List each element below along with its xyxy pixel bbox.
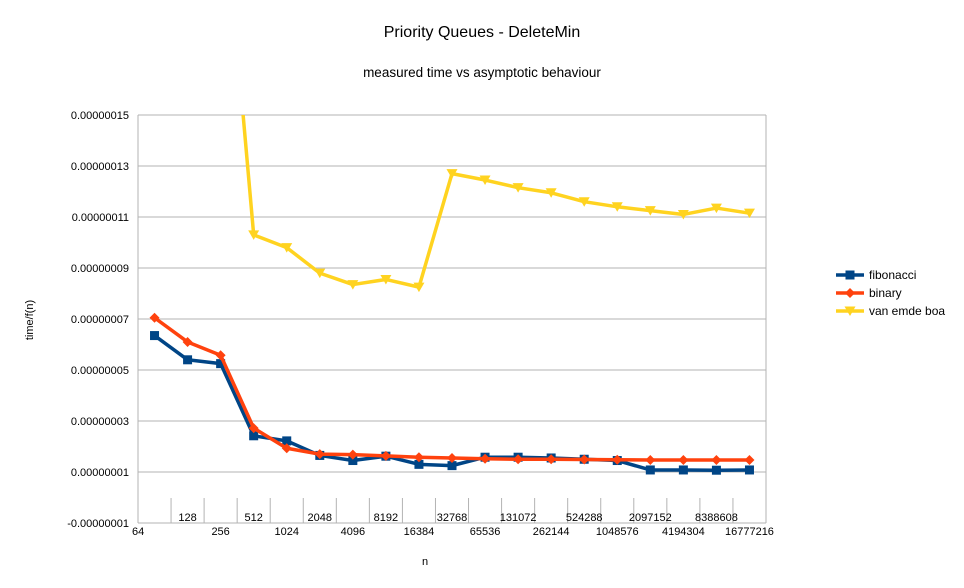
legend-swatch-marker	[845, 270, 855, 280]
series-line	[241, 115, 750, 289]
x-tick-label: 64	[132, 526, 144, 538]
legend-label: binary	[869, 286, 902, 300]
x-tick-label: 524288	[566, 512, 603, 524]
data-point	[348, 456, 358, 466]
data-point	[413, 282, 425, 293]
data-point	[248, 423, 259, 434]
y-tick-label: 0.00000011	[72, 212, 129, 224]
data-point	[710, 203, 722, 214]
legend: fibonacci binary van emde boa	[836, 268, 945, 318]
data-point	[414, 459, 424, 469]
series-layer	[149, 115, 755, 475]
data-point	[546, 454, 557, 465]
data-point	[446, 169, 458, 179]
x-tick-label: 512	[245, 512, 263, 524]
chart-title: Priority Queues - DeleteMin	[384, 24, 581, 41]
y-tick-label: -0.00000001	[67, 518, 129, 530]
gridlines	[137, 114, 767, 524]
x-tick-label: 262144	[533, 526, 570, 538]
x-axis-label: n	[422, 556, 428, 568]
y-tick-label: 0.00000007	[71, 314, 129, 326]
data-point	[314, 268, 326, 279]
y-tick-label: 0.00000001	[71, 467, 129, 479]
data-point	[249, 431, 259, 441]
y-tick-label: 0.00000015	[71, 110, 129, 122]
x-tick-label: 2097152	[629, 512, 672, 524]
data-point	[611, 202, 623, 212]
legend-label: van emde boa	[869, 304, 945, 318]
x-tick-label: 2048	[308, 512, 332, 524]
data-point	[413, 452, 424, 463]
data-point	[447, 452, 457, 463]
data-point	[644, 206, 656, 216]
data-point	[711, 465, 721, 475]
x-tick-label: 16777216	[725, 526, 774, 538]
data-point	[183, 355, 193, 365]
legend-swatch-marker	[844, 306, 856, 316]
x-tick-label: 65536	[470, 526, 501, 538]
x-tick-label: 16384	[404, 526, 435, 538]
x-tick-label: 131072	[500, 512, 537, 524]
legend-label: fibonacci	[869, 268, 916, 282]
data-point	[744, 455, 755, 466]
data-point	[512, 183, 524, 193]
series-binary	[149, 312, 755, 466]
data-point	[479, 175, 491, 186]
data-point	[380, 450, 391, 461]
series-van-emde-boa	[241, 115, 755, 293]
y-tick-label: 0.00000009	[71, 263, 129, 275]
data-point	[545, 188, 557, 198]
chart-subtitle: measured time vs asymptotic behaviour	[363, 65, 601, 80]
data-point	[743, 208, 755, 219]
legend-swatch-marker	[845, 288, 855, 298]
y-axis-label: time/f(n)	[24, 300, 36, 340]
y-axis-ticks: 0.00000015 0.00000013 0.00000011 0.00000009…	[67, 110, 129, 530]
data-point	[678, 455, 689, 466]
data-point	[513, 454, 524, 465]
data-point	[744, 465, 754, 475]
x-tick-label: 1024	[274, 526, 298, 538]
data-point	[282, 436, 292, 446]
legend-item: binary	[836, 286, 902, 300]
data-point	[711, 455, 722, 466]
y-tick-label: 0.00000003	[71, 416, 129, 428]
data-point	[678, 465, 688, 475]
data-point	[150, 331, 160, 341]
data-point	[281, 443, 292, 454]
x-tick-label: 32768	[437, 512, 468, 524]
data-point	[579, 454, 590, 465]
x-tick-label: 4096	[341, 526, 365, 538]
data-point	[248, 230, 260, 240]
x-axis-ticks: 64 128 256 512 1024 2048 4096 8192 1638432768655…	[132, 498, 774, 538]
x-tick-label: 1048576	[596, 526, 639, 538]
data-point	[645, 455, 656, 466]
x-tick-label: 4194304	[662, 526, 705, 538]
legend-item: van emde boa	[836, 304, 945, 318]
data-point	[281, 243, 293, 253]
data-point	[677, 209, 689, 220]
data-point	[578, 197, 590, 207]
data-point	[215, 350, 226, 361]
data-point	[612, 454, 623, 465]
y-tick-label: 0.00000013	[71, 161, 129, 173]
data-point	[645, 465, 655, 475]
series-line	[153, 316, 750, 462]
legend-item: fibonacci	[836, 268, 916, 282]
x-tick-label: 128	[178, 512, 196, 524]
data-point	[347, 280, 359, 290]
data-point	[380, 274, 392, 285]
data-point	[182, 336, 193, 347]
y-tick-label: 0.00000005	[71, 365, 129, 377]
data-point	[216, 359, 226, 369]
x-tick-label: 8388608	[695, 512, 738, 524]
data-point	[480, 453, 491, 464]
x-tick-label: 8192	[374, 512, 398, 524]
data-point	[447, 461, 457, 471]
data-point	[347, 449, 358, 460]
data-point	[314, 449, 325, 460]
data-point	[149, 312, 160, 323]
x-tick-label: 256	[211, 526, 229, 538]
